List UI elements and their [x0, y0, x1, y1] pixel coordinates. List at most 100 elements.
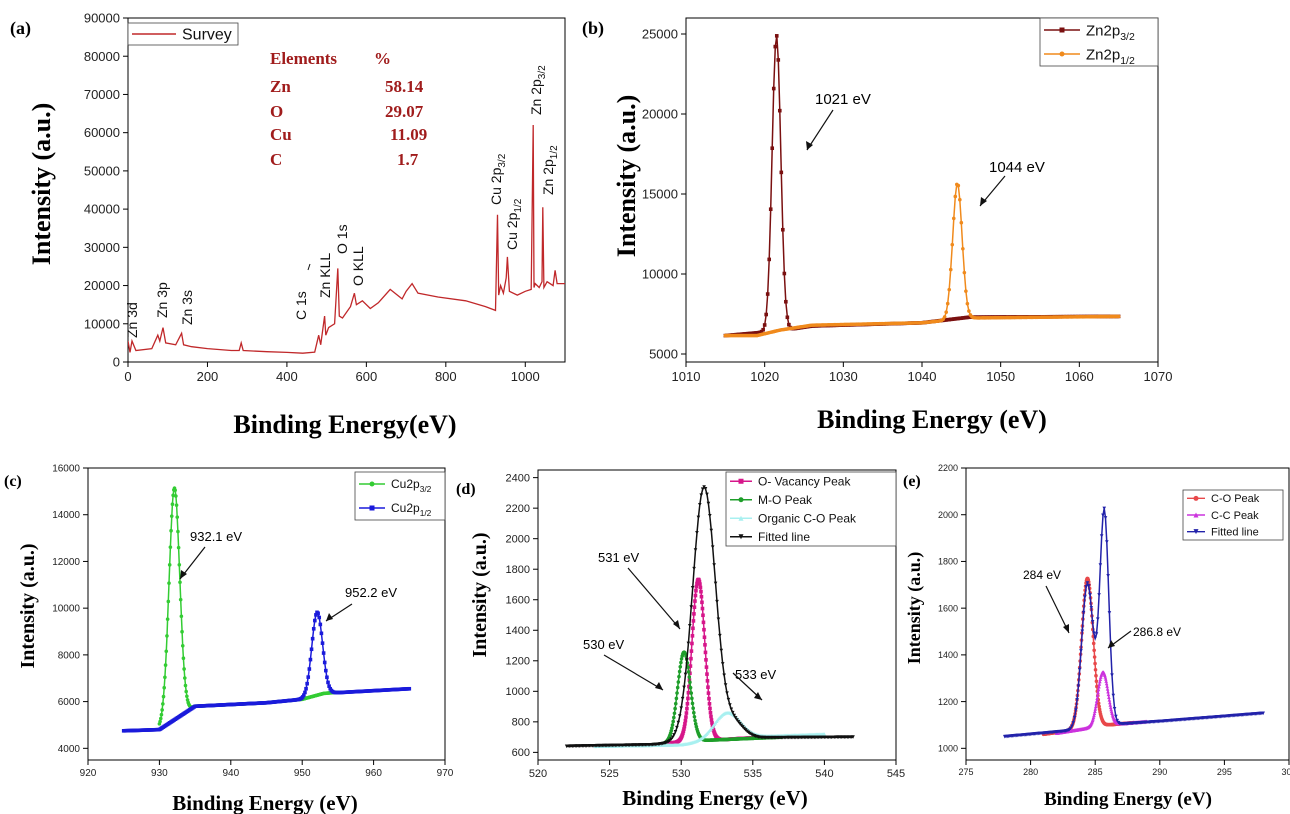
- data-point: [320, 641, 325, 645]
- plot-frame: [965, 467, 1290, 761]
- legend-label: C-O Peak: [1211, 493, 1260, 505]
- data-point: [703, 650, 708, 655]
- legend-swatch-marker: [738, 497, 744, 503]
- data-point: [686, 670, 691, 674]
- data-point: [692, 566, 696, 571]
- data-point: [767, 257, 772, 262]
- data-point: [169, 528, 173, 533]
- y-tick-label: 8000: [58, 650, 81, 661]
- data-point: [759, 329, 764, 334]
- data-point: [682, 727, 686, 731]
- data-point: [716, 617, 721, 622]
- data-point: [709, 718, 714, 722]
- data-point: [1098, 679, 1102, 684]
- series-markers: [564, 485, 855, 749]
- data-point: [729, 707, 734, 712]
- data-point: [682, 724, 687, 729]
- panel-c-label: (c): [4, 473, 22, 490]
- y-tick-label: 1400: [938, 650, 958, 660]
- annot-531: 531 eV: [598, 550, 640, 565]
- x-tick-label: 930: [151, 768, 168, 779]
- data-point: [677, 714, 682, 718]
- data-point: [1099, 534, 1104, 538]
- y-tick-label: 1800: [506, 564, 530, 576]
- data-point: [774, 34, 779, 38]
- plot-frame: [537, 469, 897, 761]
- data-point: [728, 703, 732, 707]
- data-point: [1083, 595, 1087, 600]
- data-point: [322, 660, 327, 665]
- data-point: [316, 611, 320, 616]
- data-point: [703, 643, 707, 647]
- y-tick-label: 10000: [642, 267, 678, 282]
- data-point: [684, 715, 688, 719]
- chart-1: 1010 1020 1030 1040 1050 1060 1070 5000 10000 150…: [642, 17, 1172, 384]
- legend-label: Fitted line: [1211, 527, 1259, 539]
- data-point: [302, 693, 306, 697]
- data-point: [169, 514, 174, 518]
- data-point: [1095, 696, 1099, 700]
- data-point: [178, 580, 182, 585]
- x-tick-label: 545: [887, 768, 905, 780]
- panel-b-xlabel: Binding Energy (eV): [817, 405, 1047, 434]
- data-point: [961, 246, 965, 251]
- data-point: [691, 626, 695, 631]
- data-point: [779, 170, 784, 175]
- data-point: [689, 691, 694, 695]
- arrow-heads: [180, 141, 1115, 700]
- label-zn3d: Zn 3d: [124, 302, 140, 338]
- data-point: [698, 502, 702, 507]
- data-point: [1089, 606, 1094, 610]
- legend-swatch-marker: [738, 534, 744, 540]
- y-tick-label: 20000: [84, 278, 120, 293]
- data-point: [1094, 673, 1098, 678]
- data-point: [1093, 709, 1097, 714]
- legend-label-subscript: 1/2: [420, 508, 432, 518]
- data-point: [1081, 610, 1086, 615]
- data-point: [693, 718, 697, 723]
- data-point: [1106, 689, 1110, 694]
- plot-area: [121, 486, 412, 733]
- data-point: [715, 599, 719, 604]
- legend-label: Fitted line: [758, 530, 810, 544]
- chart-2: 920 930 940 950 960 970 4000 6000 8000 10000 12000…: [52, 464, 454, 780]
- panel-d-xlabel: Binding Energy (eV): [622, 786, 808, 810]
- data-point: [676, 680, 681, 684]
- y-tick-label: 2200: [506, 503, 530, 515]
- data-point: [945, 301, 950, 306]
- data-point: [691, 619, 696, 623]
- data-point: [1104, 681, 1109, 686]
- panel-a-ylabel: Intensity (a.u.): [27, 103, 56, 266]
- series-markers: [1002, 506, 1265, 739]
- panel-b-ylabel: Intensity (a.u.): [612, 95, 641, 258]
- data-point: [672, 711, 677, 716]
- data-point: [735, 718, 739, 722]
- data-point: [326, 680, 330, 685]
- data-point: [159, 712, 164, 717]
- y-tick-label: 2000: [938, 510, 958, 520]
- y-tick-label: 30000: [84, 240, 120, 255]
- x-tick-label: 520: [529, 768, 547, 780]
- data-point: [690, 696, 694, 701]
- series-markers: [650, 650, 784, 747]
- annot-1044: 1044 eV: [989, 159, 1045, 176]
- data-point: [1072, 715, 1077, 720]
- data-point: [1111, 693, 1116, 698]
- data-point: [787, 322, 791, 327]
- data-point: [163, 675, 167, 680]
- chart-0: 0 200 400 600 800 100001000020000300004000050…: [84, 11, 566, 384]
- x-tick-label: 940: [222, 768, 239, 779]
- data-point: [959, 220, 964, 225]
- data-point: [688, 671, 692, 676]
- data-point: [303, 690, 307, 695]
- data-point: [679, 657, 684, 661]
- data-point: [168, 545, 173, 549]
- plot-frame: [127, 17, 566, 363]
- y-tick-label: 15000: [642, 187, 678, 202]
- data-point: [185, 694, 189, 699]
- data-point: [785, 315, 790, 320]
- y-tick-label: 25000: [642, 27, 678, 42]
- data-point: [166, 599, 171, 604]
- data-point: [704, 658, 708, 662]
